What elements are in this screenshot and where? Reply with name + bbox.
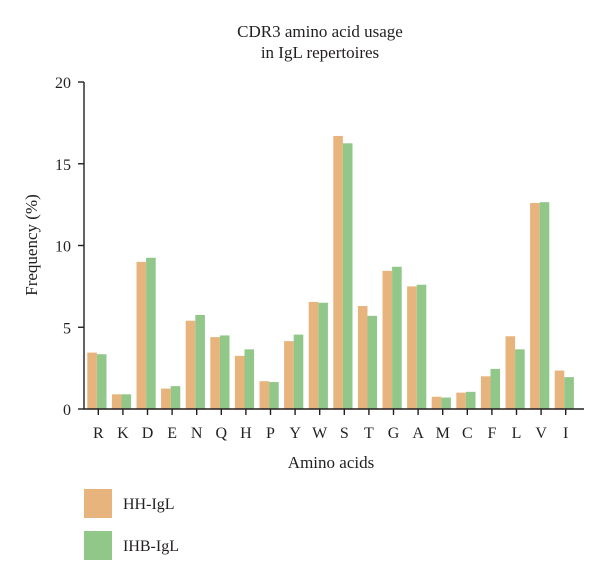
x-tick-label-C: C: [462, 425, 473, 442]
x-tick-label-K: K: [117, 425, 129, 442]
x-tick-label-W: W: [312, 425, 328, 442]
x-tick-label-Y: Y: [289, 425, 301, 442]
bar-M-series-2: [441, 397, 451, 409]
y-tick-label: 20: [55, 75, 71, 92]
bar-F-series-1: [480, 376, 491, 409]
bar-E-series-1: [161, 388, 171, 409]
y-tick-label: 10: [55, 239, 71, 256]
bar-S-series-1: [333, 135, 343, 409]
bar-N-series-1: [185, 320, 196, 409]
bar-G-series-2: [392, 266, 402, 409]
y-tick-label: 15: [55, 157, 71, 174]
chart-title-line-2: in IgL repertoires: [261, 43, 379, 62]
x-tick-label-Q: Q: [216, 425, 228, 442]
bar-K-series-1: [111, 394, 122, 409]
bar-F-series-2: [490, 368, 501, 409]
x-axis-title: Amino acids: [288, 453, 374, 472]
y-axis-title: Frequency (%): [22, 194, 41, 296]
bar-C-series-2: [465, 391, 476, 409]
legend-swatch-2: [84, 531, 112, 560]
bar-W-series-1: [308, 301, 319, 409]
bar-S-series-2: [342, 143, 353, 409]
x-tick-label-R: R: [93, 425, 104, 442]
legend: HH-IgL IHB-IgL: [84, 489, 179, 560]
bar-Y-series-1: [284, 341, 294, 409]
x-tick-label-G: G: [388, 425, 400, 442]
bar-W-series-2: [318, 302, 328, 409]
bar-H-series-2: [244, 349, 255, 409]
legend-label-1: HH-IgL: [123, 496, 175, 513]
bar-V-series-1: [530, 202, 540, 409]
bar-Y-series-2: [293, 334, 304, 409]
bar-N-series-2: [195, 314, 205, 409]
x-tick-label-P: P: [266, 425, 275, 442]
bar-L-series-1: [505, 336, 516, 409]
y-axis-ticks: 0 5 10 15 20: [55, 75, 84, 419]
bar-Q-series-1: [210, 337, 220, 409]
bar-H-series-1: [234, 355, 245, 409]
bar-G-series-1: [382, 270, 393, 409]
y-tick-label: 0: [63, 402, 71, 419]
x-tick-label-E: E: [167, 425, 177, 442]
bar-V-series-2: [539, 202, 550, 409]
bar-D-series-2: [146, 257, 156, 409]
legend-swatch-1: [84, 489, 112, 518]
chart-title-line-1: CDR3 amino acid usage: [237, 22, 403, 41]
bar-C-series-1: [456, 392, 466, 409]
x-tick-label-S: S: [340, 425, 349, 442]
bar-L-series-2: [515, 349, 525, 409]
x-tick-label-H: H: [240, 425, 252, 442]
x-tick-label-V: V: [535, 425, 547, 442]
bar-T-series-1: [357, 306, 368, 409]
bar-group: [87, 135, 574, 410]
bar-T-series-2: [367, 315, 378, 409]
bar-M-series-1: [431, 396, 442, 409]
bar-A-series-1: [407, 286, 417, 410]
x-tick-label-T: T: [364, 425, 374, 442]
legend-label-2: IHB-IgL: [123, 538, 179, 555]
x-tick-label-M: M: [436, 425, 450, 442]
bar-P-series-1: [259, 381, 270, 409]
x-tick-label-D: D: [142, 425, 154, 442]
bar-R-series-2: [96, 354, 107, 409]
bar-D-series-1: [136, 261, 147, 409]
x-tick-label-I: I: [563, 425, 568, 442]
x-tick-label-L: L: [512, 425, 522, 442]
bar-Q-series-2: [219, 335, 230, 409]
x-tick-label-F: F: [487, 425, 496, 442]
bar-I-series-2: [564, 377, 574, 409]
y-tick-label: 5: [63, 320, 71, 337]
bar-R-series-1: [87, 352, 97, 409]
bar-P-series-2: [269, 382, 279, 409]
bar-A-series-2: [416, 284, 427, 409]
bar-E-series-2: [170, 386, 181, 409]
x-tick-label-N: N: [191, 425, 203, 442]
x-tick-label-A: A: [412, 425, 424, 442]
bar-I-series-1: [554, 370, 565, 409]
bar-K-series-2: [121, 394, 132, 409]
